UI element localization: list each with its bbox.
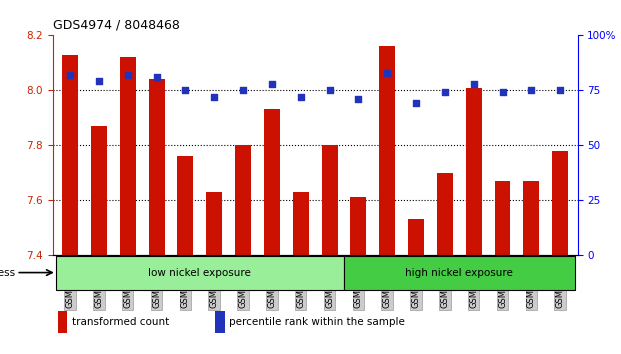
Point bbox=[411, 101, 421, 106]
Bar bbox=[58, 312, 68, 333]
Point bbox=[527, 87, 537, 93]
Point bbox=[181, 87, 191, 93]
Bar bbox=[344, 256, 574, 290]
Text: high nickel exposure: high nickel exposure bbox=[406, 268, 513, 278]
Text: low nickel exposure: low nickel exposure bbox=[148, 268, 252, 278]
Bar bbox=[524, 181, 539, 255]
Bar bbox=[466, 87, 482, 255]
Text: GDS4974 / 8048468: GDS4974 / 8048468 bbox=[53, 18, 179, 32]
Point bbox=[209, 94, 219, 100]
Bar bbox=[120, 57, 135, 255]
Point bbox=[238, 87, 248, 93]
Bar bbox=[437, 173, 453, 255]
Point bbox=[267, 81, 277, 86]
Bar bbox=[350, 197, 366, 255]
Bar bbox=[408, 219, 424, 255]
Bar bbox=[322, 145, 337, 255]
Bar bbox=[206, 192, 222, 255]
Point bbox=[440, 90, 450, 95]
Point bbox=[296, 94, 306, 100]
Point bbox=[123, 72, 133, 78]
Point bbox=[94, 79, 104, 84]
Bar bbox=[56, 256, 344, 290]
Bar bbox=[148, 79, 165, 255]
Bar bbox=[293, 192, 309, 255]
Point bbox=[325, 87, 335, 93]
Bar bbox=[215, 312, 225, 333]
Bar bbox=[178, 156, 193, 255]
Point bbox=[469, 81, 479, 86]
Bar bbox=[264, 109, 280, 255]
Text: stress: stress bbox=[0, 268, 16, 278]
Bar bbox=[91, 126, 107, 255]
Text: transformed count: transformed count bbox=[71, 317, 169, 327]
Bar bbox=[495, 181, 510, 255]
Point bbox=[65, 72, 75, 78]
Bar bbox=[235, 145, 251, 255]
Bar bbox=[62, 55, 78, 255]
Bar bbox=[552, 151, 568, 255]
Point bbox=[555, 87, 565, 93]
Point bbox=[353, 96, 363, 102]
Bar bbox=[379, 46, 395, 255]
Point bbox=[152, 74, 161, 80]
Point bbox=[497, 90, 507, 95]
Point bbox=[383, 70, 392, 75]
Text: percentile rank within the sample: percentile rank within the sample bbox=[229, 317, 405, 327]
